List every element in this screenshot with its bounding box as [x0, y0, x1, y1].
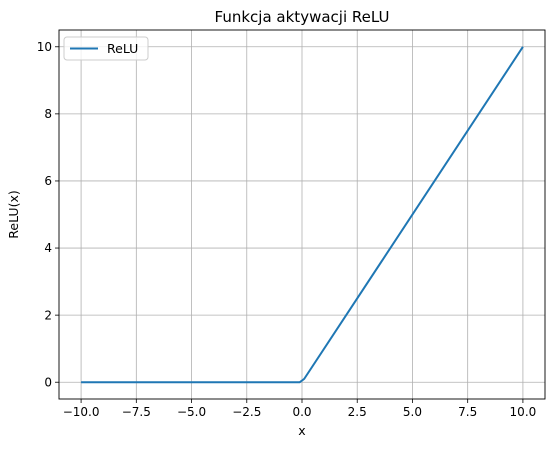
y-tick-label: 2 — [44, 308, 52, 322]
y-tick-label: 10 — [37, 40, 52, 54]
y-tick-label: 8 — [44, 107, 52, 121]
y-tick-label: 6 — [44, 174, 52, 188]
x-axis-label: x — [298, 423, 305, 438]
series-line-relu — [81, 46, 524, 384]
x-tick-label: −7.5 — [122, 405, 151, 419]
legend-box — [63, 36, 149, 61]
y-tick-label: 0 — [44, 375, 52, 389]
legend-label-relu: ReLU — [107, 41, 138, 56]
x-tick-label: −10.0 — [63, 405, 100, 419]
x-tick-label: 10.0 — [510, 405, 537, 419]
x-tick-label: 0.0 — [292, 405, 311, 419]
x-tick-label: 2.5 — [348, 405, 367, 419]
chart-title: Funkcja aktywacji ReLU — [215, 8, 390, 26]
x-tick-label: 5.0 — [403, 405, 422, 419]
y-axis-label: ReLU(x) — [6, 190, 21, 238]
x-tick-label: −5.0 — [177, 405, 206, 419]
legend: ReLU — [63, 36, 149, 61]
grid — [59, 30, 545, 399]
x-axis-ticks: −10.0 −7.5 −5.0 −2.5 0.0 2.5 5.0 7.5 10.0 — [63, 399, 537, 419]
x-tick-label: −2.5 — [232, 405, 261, 419]
series-layer — [81, 46, 524, 384]
y-axis-ticks: 0 2 4 6 8 10 — [37, 40, 59, 389]
y-tick-label: 4 — [44, 241, 52, 255]
x-tick-label: 7.5 — [458, 405, 477, 419]
